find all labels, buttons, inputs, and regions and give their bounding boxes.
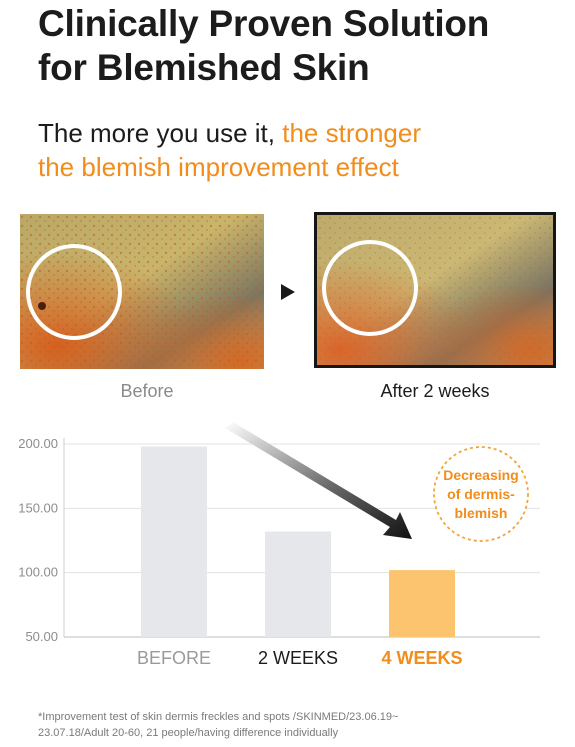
before-caption: Before	[120, 381, 174, 401]
dashed-circle	[433, 446, 529, 542]
y-tick-label: 100.00	[18, 565, 58, 580]
category-label: 4 WEEKS	[381, 648, 462, 668]
subtitle-text: The more you use it,	[38, 118, 283, 148]
focus-circle	[26, 244, 122, 340]
y-tick-label: 50.00	[25, 629, 58, 644]
bar-layer	[141, 446, 455, 637]
focus-circle	[322, 240, 418, 336]
page-title: Clinically Proven Solution for Blemished…	[38, 2, 568, 90]
footnote-line-2: 23.07.18/Adult 20-60, 21 people/having d…	[38, 727, 339, 739]
label-layer: BEFORE 2 WEEKS 4 WEEKS	[137, 648, 463, 668]
bar-chart-svg: 200.00 150.00 100.00 50.00 Decreasing of de…	[18, 422, 540, 668]
bar-before	[141, 446, 207, 637]
annotation-line-3: blemish	[455, 505, 508, 521]
annotation-line-1: Decreasing	[443, 467, 518, 483]
annotation-line-2: of dermis-	[447, 486, 515, 502]
y-tick-label: 150.00	[18, 500, 58, 515]
subtitle-accent-1: the stronger	[282, 118, 421, 148]
after-caption: After 2 weeks	[380, 381, 490, 401]
arrow-right-icon	[281, 284, 295, 300]
bar-2-weeks	[265, 531, 331, 637]
bar-4-weeks	[389, 570, 455, 637]
footnote-line-1: *Improvement test of skin dermis freckle…	[38, 711, 399, 723]
y-tick-label: 200.00	[18, 436, 58, 451]
title-line-2: for Blemished Skin	[38, 47, 370, 88]
trend-arrow	[225, 422, 412, 539]
footnote: *Improvement test of skin dermis freckle…	[38, 709, 558, 741]
subtitle-accent-2: the blemish improvement effect	[38, 152, 399, 182]
subtitle: The more you use it, the stronger the bl…	[38, 116, 568, 184]
title-line-1: Clinically Proven Solution	[38, 3, 490, 44]
after-photo	[314, 212, 556, 368]
bar-chart: 200.00 150.00 100.00 50.00 Decreasing of de…	[0, 420, 575, 680]
annotation-badge: Decreasing of dermis- blemish	[433, 446, 529, 542]
category-label: BEFORE	[137, 648, 211, 668]
trend-arrow-icon	[225, 422, 412, 539]
before-photo	[20, 214, 264, 369]
category-label: 2 WEEKS	[258, 648, 338, 668]
